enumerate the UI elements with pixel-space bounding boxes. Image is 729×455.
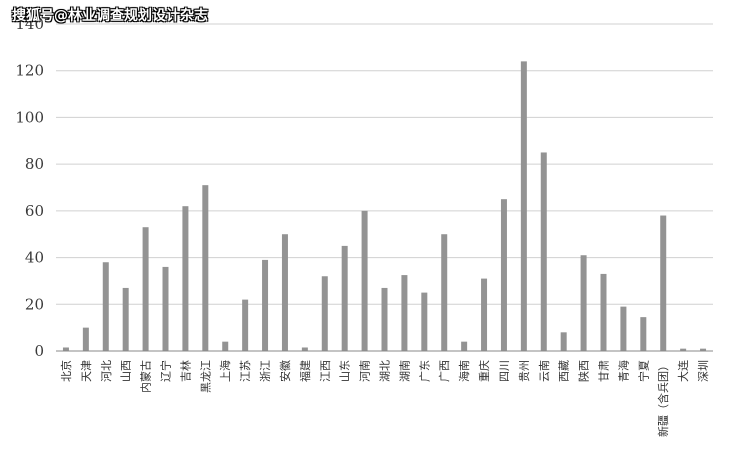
bar xyxy=(700,348,707,351)
x-category-label: 新疆（含兵团） xyxy=(656,360,670,437)
y-axis-ticks: 0 20 40 60 80 100 120 140 xyxy=(15,15,44,360)
y-tick-label: 0 xyxy=(34,342,44,360)
bar xyxy=(600,273,607,351)
bar xyxy=(321,276,328,351)
bar xyxy=(520,61,527,351)
bar xyxy=(580,255,587,351)
bar xyxy=(461,341,468,351)
bar xyxy=(102,262,109,351)
bars xyxy=(62,61,707,351)
x-category-label: 重庆 xyxy=(477,360,491,382)
x-category-label: 江西 xyxy=(319,360,332,382)
x-category-label: 辽宁 xyxy=(159,360,173,382)
bar xyxy=(540,152,547,351)
x-category-label: 天津 xyxy=(80,360,93,382)
x-category-label: 贵州 xyxy=(518,360,531,382)
bar xyxy=(122,287,129,351)
x-category-label: 山西 xyxy=(120,360,133,382)
x-category-label: 福建 xyxy=(298,360,312,382)
x-category-label: 陕西 xyxy=(577,360,591,382)
x-category-label: 甘肃 xyxy=(598,360,611,382)
x-category-label: 大连 xyxy=(676,360,690,382)
x-category-label: 河北 xyxy=(100,360,113,382)
bar xyxy=(640,317,647,351)
bar xyxy=(301,347,308,351)
bar xyxy=(222,341,229,351)
bar xyxy=(441,234,448,351)
x-category-label: 深圳 xyxy=(697,360,710,382)
x-category-label: 西藏 xyxy=(558,360,571,382)
x-category-label: 湖北 xyxy=(379,360,392,382)
bar xyxy=(162,266,169,351)
bar xyxy=(242,299,249,351)
bar xyxy=(142,227,149,351)
bar xyxy=(341,245,348,351)
x-category-label: 湖南 xyxy=(398,360,411,382)
x-axis-labels: 北京 天津 河北 山西 内蒙古 辽宁 吉林 黑龙江 上海 江苏 浙江 安徽 福建 江西 山东 河南 湖北 湖南 广东… xyxy=(59,360,710,437)
bar xyxy=(620,306,627,351)
bar xyxy=(421,292,428,351)
x-category-label: 吉林 xyxy=(178,360,192,382)
bar xyxy=(660,215,667,351)
bar xyxy=(401,275,408,351)
y-tick-label: 120 xyxy=(15,62,44,80)
bar xyxy=(500,199,507,351)
x-category-label: 广东 xyxy=(418,360,431,382)
x-category-label: 宁夏 xyxy=(636,360,650,382)
y-tick-label: 80 xyxy=(25,155,44,173)
bar xyxy=(182,206,189,351)
bar xyxy=(202,185,209,351)
x-category-label: 江苏 xyxy=(239,360,252,382)
x-category-label: 河南 xyxy=(359,360,372,382)
x-category-label: 四川 xyxy=(498,360,511,382)
x-category-label: 上海 xyxy=(218,360,232,382)
x-category-label: 安徽 xyxy=(278,360,292,382)
x-category-label: 广西 xyxy=(438,360,451,382)
x-category-label: 海南 xyxy=(457,360,471,382)
y-tick-label: 100 xyxy=(15,108,44,126)
x-category-label: 山东 xyxy=(339,360,352,382)
bar xyxy=(680,348,687,351)
y-tick-label: 140 xyxy=(15,15,44,33)
bar xyxy=(361,210,368,351)
y-tick-label: 20 xyxy=(25,295,44,313)
bar xyxy=(262,259,269,351)
bar xyxy=(381,287,388,351)
bar xyxy=(82,327,89,351)
bar xyxy=(62,347,69,351)
x-category-label: 北京 xyxy=(59,360,73,382)
x-category-label: 浙江 xyxy=(259,360,272,382)
bar xyxy=(560,332,567,351)
x-category-label: 黑龙江 xyxy=(199,360,212,393)
bar xyxy=(281,234,288,351)
y-tick-label: 40 xyxy=(25,249,44,267)
watermark: 搜狐号@林业调查规划设计杂志 xyxy=(12,8,208,24)
bar xyxy=(481,278,488,351)
y-tick-label: 60 xyxy=(25,202,44,220)
x-category-label: 青海 xyxy=(616,360,630,382)
x-category-label: 内蒙古 xyxy=(139,360,153,393)
x-category-label: 云南 xyxy=(538,360,551,382)
grid-lines xyxy=(56,23,713,305)
